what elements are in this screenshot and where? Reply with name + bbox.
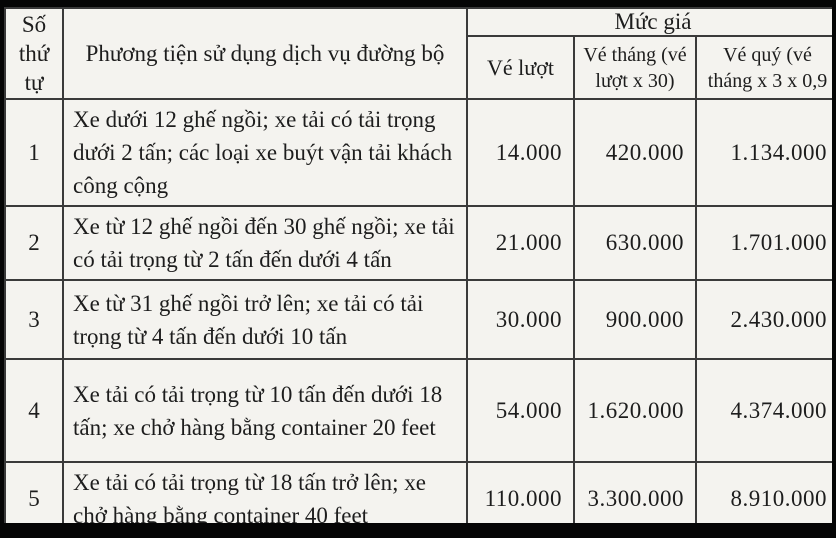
cell-single-price: 14.000 xyxy=(466,98,575,207)
cell-single-price: 54.000 xyxy=(466,358,575,463)
cell-ordinal: 3 xyxy=(4,279,64,360)
header-price-group: Mức giá xyxy=(465,7,832,37)
header-vehicle: Phương tiện sử dụng dịch vụ đường bộ xyxy=(62,7,468,100)
cell-ordinal: 1 xyxy=(4,98,64,207)
cell-monthly-price: 3.300.000 xyxy=(573,461,697,523)
header-quarterly-ticket: Vé quý (vé tháng x 3 x 0,9 xyxy=(694,35,832,100)
cell-vehicle: Xe từ 31 ghế ngồi trở lên; xe tải có tải… xyxy=(62,279,468,360)
cell-single-price: 110.000 xyxy=(466,461,575,523)
table-row: 3 Xe từ 31 ghế ngồi trở lên; xe tải có t… xyxy=(4,279,832,360)
table-row: 2 Xe từ 12 ghế ngồi đến 30 ghế ngồi; xe … xyxy=(4,205,832,281)
cell-vehicle: Xe tải có tải trọng từ 10 tấn đến dưới 1… xyxy=(62,358,468,463)
cell-quarterly-price: 2.430.000 xyxy=(694,279,832,360)
header-single-ticket: Vé lượt xyxy=(466,35,575,100)
header-monthly-ticket: Vé tháng (vé lượt x 30) xyxy=(573,35,697,100)
cell-monthly-price: 630.000 xyxy=(573,205,697,281)
cell-ordinal: 5 xyxy=(4,461,64,523)
cell-ordinal: 4 xyxy=(4,358,64,463)
cell-quarterly-price: 8.910.000 xyxy=(694,461,832,523)
table-row: 4 Xe tải có tải trọng từ 10 tấn đến dưới… xyxy=(4,358,832,463)
cell-monthly-price: 420.000 xyxy=(573,98,697,207)
header-row-sub: Vé lượt Vé tháng (vé lượt x 30) Vé quý (… xyxy=(5,35,832,100)
header-ordinal: Số thứ tự xyxy=(4,7,64,100)
cell-vehicle: Xe từ 12 ghế ngồi đến 30 ghế ngồi; xe tả… xyxy=(62,205,468,281)
toll-price-table: Số thứ tự Phương tiện sử dụng dịch vụ đư… xyxy=(4,7,832,523)
header-row-group: Số thứ tự Phương tiện sử dụng dịch vụ đư… xyxy=(4,7,832,100)
cell-quarterly-price: 4.374.000 xyxy=(694,358,832,463)
document-page: Số thứ tự Phương tiện sử dụng dịch vụ đư… xyxy=(4,7,832,523)
cell-quarterly-price: 1.701.000 xyxy=(694,205,832,281)
cell-vehicle: Xe dưới 12 ghế ngồi; xe tải có tải trọng… xyxy=(62,98,468,207)
cell-single-price: 21.000 xyxy=(466,205,575,281)
cell-quarterly-price: 1.134.000 xyxy=(694,98,832,207)
cell-monthly-price: 900.000 xyxy=(573,279,697,360)
cell-monthly-price: 1.620.000 xyxy=(573,358,697,463)
cell-ordinal: 2 xyxy=(4,205,64,281)
cell-vehicle: Xe tải có tải trọng từ 18 tấn trở lên; x… xyxy=(62,461,468,523)
table-row: 5 Xe tải có tải trọng từ 18 tấn trở lên;… xyxy=(4,461,832,523)
cell-single-price: 30.000 xyxy=(466,279,575,360)
table-row: 1 Xe dưới 12 ghế ngồi; xe tải có tải trọ… xyxy=(4,98,832,207)
